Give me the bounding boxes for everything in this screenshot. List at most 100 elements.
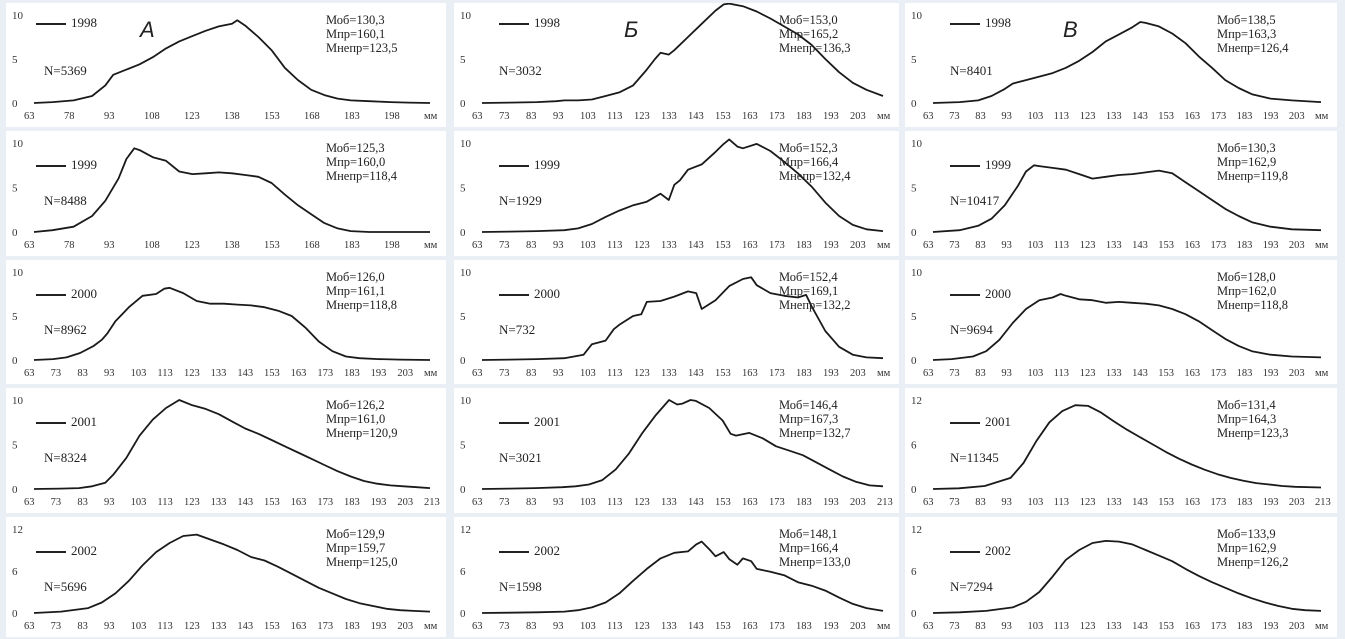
chart-svg: 0 5 10 63 73 83 93 103 113 123 133 143 153 163 173 183 1… <box>460 267 891 379</box>
chart-panel: 0 6 12 63 73 83 93 103 113 123 133 143 153 163 173 183 1… <box>905 517 1337 637</box>
stat-line: Моб=130,3 <box>326 13 385 27</box>
x-tick-label: 133 <box>661 497 677 508</box>
y-tick-label: 5 <box>911 311 917 323</box>
y-tick-label: 5 <box>12 54 18 66</box>
x-tick-label: 203 <box>397 368 413 379</box>
x-tick-label: 193 <box>823 111 839 122</box>
x-tick-label: 103 <box>1028 111 1044 122</box>
x-tick-label: 138 <box>224 111 240 122</box>
x-tick-label: 193 <box>1263 497 1279 508</box>
chart-svg: 0 6 12 63 73 83 93 103 113 123 133 143 153 163 173 183 1… <box>911 524 1329 632</box>
x-tick-label: 203 <box>1289 368 1305 379</box>
x-tick-label: 143 <box>1132 621 1148 632</box>
stat-line: Моб=146,4 <box>779 398 838 412</box>
legend-swatch <box>950 422 980 425</box>
x-tick-label: 133 <box>1106 497 1122 508</box>
stat-line: Мнепр=123,3 <box>1217 426 1289 440</box>
legend-label: 1998 <box>71 15 97 30</box>
sample-size-label: N=11345 <box>950 450 999 465</box>
x-tick-label: 168 <box>304 111 320 122</box>
x-tick-label: 103 <box>131 621 147 632</box>
stats-block: Моб=126,2 Мпр=161,0 Мнепр=120,9 <box>326 398 397 440</box>
x-tick-label: 163 <box>742 497 758 508</box>
x-tick-label: 183 <box>344 621 360 632</box>
stats-block: Моб=130,3 Мпр=160,1 Мнепр=123,5 <box>326 13 397 55</box>
stat-line: Мпр=159,7 <box>326 541 386 555</box>
x-tick-label: 203 <box>1289 621 1305 632</box>
stat-line: Моб=128,0 <box>1217 270 1276 284</box>
y-tick-label: 0 <box>460 484 466 496</box>
x-tick-label: 123 <box>634 621 650 632</box>
x-tick-label: 93 <box>1001 497 1012 508</box>
x-tick-label: 163 <box>742 368 758 379</box>
x-tick-label: 193 <box>371 497 387 508</box>
y-tick-label: 6 <box>911 440 917 452</box>
legend-label: 2000 <box>71 286 97 301</box>
y-tick-label: 6 <box>460 566 466 578</box>
sample-size-label: N=10417 <box>950 193 1000 208</box>
x-tick-label: 103 <box>580 111 596 122</box>
x-tick-label: 103 <box>131 368 147 379</box>
x-tick-label: 103 <box>1028 368 1044 379</box>
x-tick-label: 143 <box>1132 368 1148 379</box>
series-line <box>932 164 1322 233</box>
x-tick-label: 153 <box>1158 621 1174 632</box>
x-tick-label: 133 <box>211 368 227 379</box>
x-tick-label: 83 <box>526 111 537 122</box>
sample-size-label: N=3032 <box>499 63 542 78</box>
x-tick-label: 173 <box>769 111 785 122</box>
stat-line: Моб=126,0 <box>326 270 385 284</box>
x-tick-label: 93 <box>104 111 115 122</box>
x-tick-label: 113 <box>607 240 622 251</box>
x-tick-label: 113 <box>607 621 622 632</box>
sample-size-label: N=1929 <box>499 193 542 208</box>
x-tick-label: 123 <box>184 621 200 632</box>
legend-year: 1999 <box>499 157 560 173</box>
stat-line: Мпр=162,9 <box>1217 541 1277 555</box>
legend-year: 2000 <box>499 286 560 302</box>
x-tick-label: 113 <box>157 368 172 379</box>
x-tick-label: 73 <box>499 240 510 251</box>
x-tick-label: 103 <box>1028 497 1044 508</box>
x-tick-label: 123 <box>1080 240 1096 251</box>
legend-swatch <box>36 165 66 168</box>
stats-block: Моб=148,1 Мпр=166,4 Мнепр=133,0 <box>779 527 850 569</box>
y-tick-label: 10 <box>460 267 472 279</box>
x-tick-label: 163 <box>742 240 758 251</box>
x-tick-label: 108 <box>144 111 160 122</box>
stat-line: Мпр=162,9 <box>1217 155 1277 169</box>
series-line <box>481 3 884 104</box>
y-tick-label: 5 <box>12 440 18 452</box>
x-tick-label: 83 <box>975 497 986 508</box>
x-tick-label: 193 <box>823 240 839 251</box>
x-tick-label: 133 <box>1106 240 1122 251</box>
x-tick-label: 83 <box>975 368 986 379</box>
x-tick-label: 153 <box>715 621 731 632</box>
sample-size-label: N=8488 <box>44 193 87 208</box>
x-tick-label: 153 <box>715 111 731 122</box>
x-tick-label: 163 <box>291 497 307 508</box>
chart-svg: 0 5 10 63 78 93 108 123 138 153 168 183 198 мм <box>12 138 438 251</box>
chart-panel: 0 6 12 63 73 83 93 103 113 123 133 143 153 163 173 183 1… <box>6 517 446 637</box>
x-tick-label: 183 <box>796 368 812 379</box>
x-tick-label: мм <box>424 621 438 632</box>
x-tick-label: 153 <box>715 240 731 251</box>
y-tick-label: 10 <box>911 267 923 279</box>
legend-year: 1998 <box>950 15 1011 31</box>
x-tick-label: 73 <box>949 368 960 379</box>
stats-block: Моб=128,0 Мпр=162,0 Мнепр=118,8 <box>1217 270 1288 312</box>
x-tick-label: 153 <box>1158 368 1174 379</box>
legend-year: 2001 <box>950 414 1011 430</box>
x-tick-label: 63 <box>923 621 934 632</box>
legend-swatch <box>950 551 980 554</box>
series-line <box>481 540 884 614</box>
x-tick-label: 83 <box>975 240 986 251</box>
x-tick-label: мм <box>877 621 891 632</box>
x-tick-label: мм <box>877 111 891 122</box>
x-tick-label: 143 <box>688 621 704 632</box>
x-tick-label: 93 <box>104 621 115 632</box>
x-tick-label: 133 <box>211 497 227 508</box>
stat-line: Мпр=162,0 <box>1217 284 1277 298</box>
x-tick-label: 183 <box>1237 111 1253 122</box>
x-tick-label: 73 <box>51 368 62 379</box>
